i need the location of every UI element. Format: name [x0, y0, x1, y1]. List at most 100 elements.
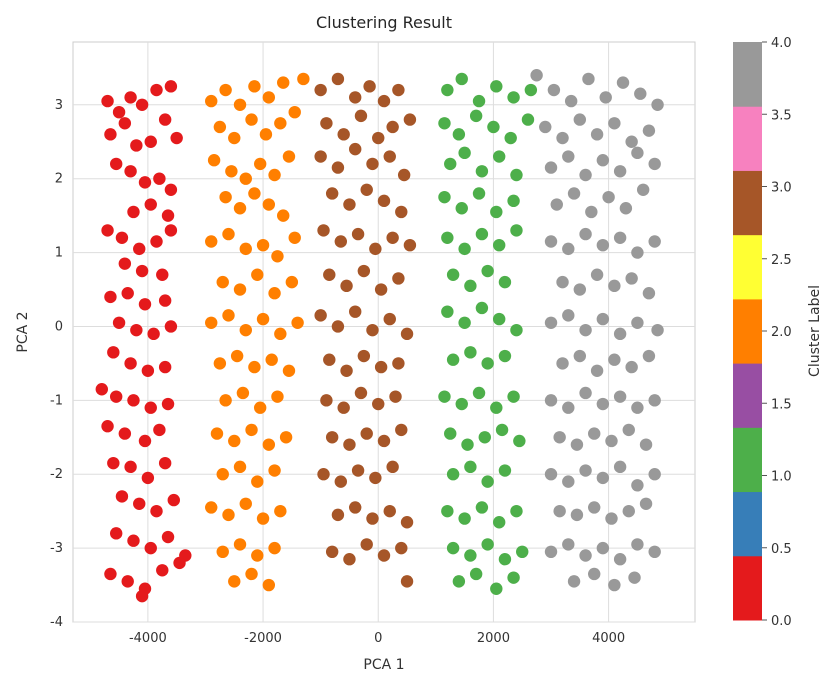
cluster-2-point — [205, 235, 218, 248]
cluster-2-point — [256, 312, 270, 326]
cluster-0-point — [104, 567, 117, 581]
cluster-0-point — [104, 128, 117, 141]
cluster-0-point — [167, 493, 180, 507]
colorbar-tick-label: 2.0 — [771, 325, 792, 340]
cluster-1-point — [516, 545, 529, 559]
cluster-3-point — [357, 349, 371, 363]
y-tick-label: 0 — [55, 319, 63, 334]
x-axis-label: PCA 1 — [363, 657, 404, 673]
cluster-0-point — [173, 556, 186, 570]
cluster-4-point — [648, 468, 661, 481]
cluster-1-point — [472, 94, 486, 108]
cluster-3-point — [395, 205, 408, 219]
cluster-0-point — [153, 423, 166, 437]
cluster-2-point — [248, 187, 261, 200]
cluster-4-point — [613, 231, 627, 244]
cluster-4-point — [642, 349, 656, 363]
cluster-2-point — [297, 72, 310, 86]
cluster-4-point — [651, 98, 664, 112]
cluster-3-point — [386, 460, 399, 474]
cluster-0-point — [150, 504, 163, 518]
cluster-2-point — [282, 364, 296, 377]
cluster-3-point — [320, 117, 333, 130]
plot-area: -4000 -2000 0 2000 4000 -4 -3 -2 -1 0 1 2 3 — [50, 41, 696, 646]
cluster-2-point — [228, 434, 241, 448]
cluster-3-point — [337, 401, 350, 414]
cluster-4-point — [613, 390, 627, 403]
cluster-2-point — [271, 250, 284, 263]
cluster-1-point — [492, 238, 506, 252]
cluster-1-point — [446, 268, 460, 281]
cluster-1-point — [438, 390, 451, 403]
cluster-1-point — [475, 227, 489, 241]
cluster-4-point — [613, 552, 627, 566]
colorbar-tick-label: 4.0 — [771, 36, 792, 51]
cluster-4-point — [544, 316, 558, 329]
cluster-0-point — [144, 541, 157, 555]
cluster-1-point — [498, 464, 512, 477]
cluster-0-point — [101, 420, 114, 433]
cluster-0-point — [138, 298, 152, 311]
cluster-0-point — [118, 257, 132, 270]
cluster-2-point — [277, 76, 290, 89]
cluster-4-point — [562, 150, 575, 163]
cluster-3-point — [377, 549, 391, 562]
cluster-2-point — [274, 327, 287, 341]
cluster-1-point — [481, 264, 494, 278]
cluster-4-point — [585, 205, 598, 219]
cluster-3-point — [343, 438, 356, 451]
cluster-1-point — [490, 582, 503, 595]
cluster-1-point — [481, 538, 494, 551]
cluster-4-point — [622, 423, 635, 437]
y-tick-label: 1 — [55, 246, 63, 261]
cluster-1-point — [452, 575, 466, 588]
cluster-3-point — [372, 397, 385, 411]
cluster-3-point — [377, 434, 391, 448]
cluster-3-point — [374, 360, 388, 374]
cluster-4-point — [553, 431, 566, 444]
cluster-2-point — [262, 198, 276, 211]
cluster-3-point — [360, 183, 373, 196]
cluster-2-point — [268, 287, 281, 300]
cluster-0-point — [127, 205, 140, 219]
cluster-2-point — [239, 172, 252, 185]
cluster-2-point — [228, 575, 241, 588]
cluster-1-point — [507, 91, 520, 104]
y-tick-label: 3 — [55, 98, 63, 113]
cluster-0-point — [147, 327, 160, 341]
colorbar-tick-label: 3.5 — [771, 108, 792, 123]
cluster-0-point — [130, 139, 143, 152]
colorbar-segment — [733, 427, 762, 493]
cluster-0-point — [138, 434, 152, 448]
cluster-2-point — [222, 227, 235, 241]
cluster-4-point — [544, 545, 558, 559]
cluster-3-point — [383, 150, 396, 163]
cluster-4-point — [579, 386, 592, 400]
colorbar-segment — [733, 106, 762, 171]
cluster-3-point — [363, 80, 376, 93]
cluster-4-point — [608, 279, 621, 293]
cluster-0-point — [153, 172, 166, 185]
cluster-4-point — [608, 578, 621, 592]
cluster-1-point — [507, 194, 520, 208]
cluster-1-point — [481, 357, 494, 370]
cluster-2-point — [233, 202, 247, 215]
y-tick-label: -1 — [50, 393, 63, 408]
cluster-3-point — [317, 468, 330, 481]
cluster-3-point — [392, 272, 405, 285]
cluster-3-point — [403, 113, 417, 126]
cluster-3-point — [392, 357, 405, 370]
cluster-3-point — [325, 431, 339, 444]
cluster-4-point — [605, 512, 618, 525]
colorbar-tick-label: 2.5 — [771, 253, 792, 268]
cluster-4-point — [588, 501, 601, 514]
cluster-2-point — [213, 120, 227, 134]
cluster-4-point — [562, 309, 575, 322]
cluster-0-point — [144, 401, 157, 414]
colorbar-tick-label: 3.0 — [771, 181, 792, 196]
cluster-1-point — [510, 504, 523, 518]
y-tick-label: -4 — [50, 615, 63, 630]
cluster-4-point — [573, 349, 587, 363]
cluster-1-point — [441, 83, 454, 97]
colorbar-tick-label: 0.0 — [771, 614, 792, 629]
